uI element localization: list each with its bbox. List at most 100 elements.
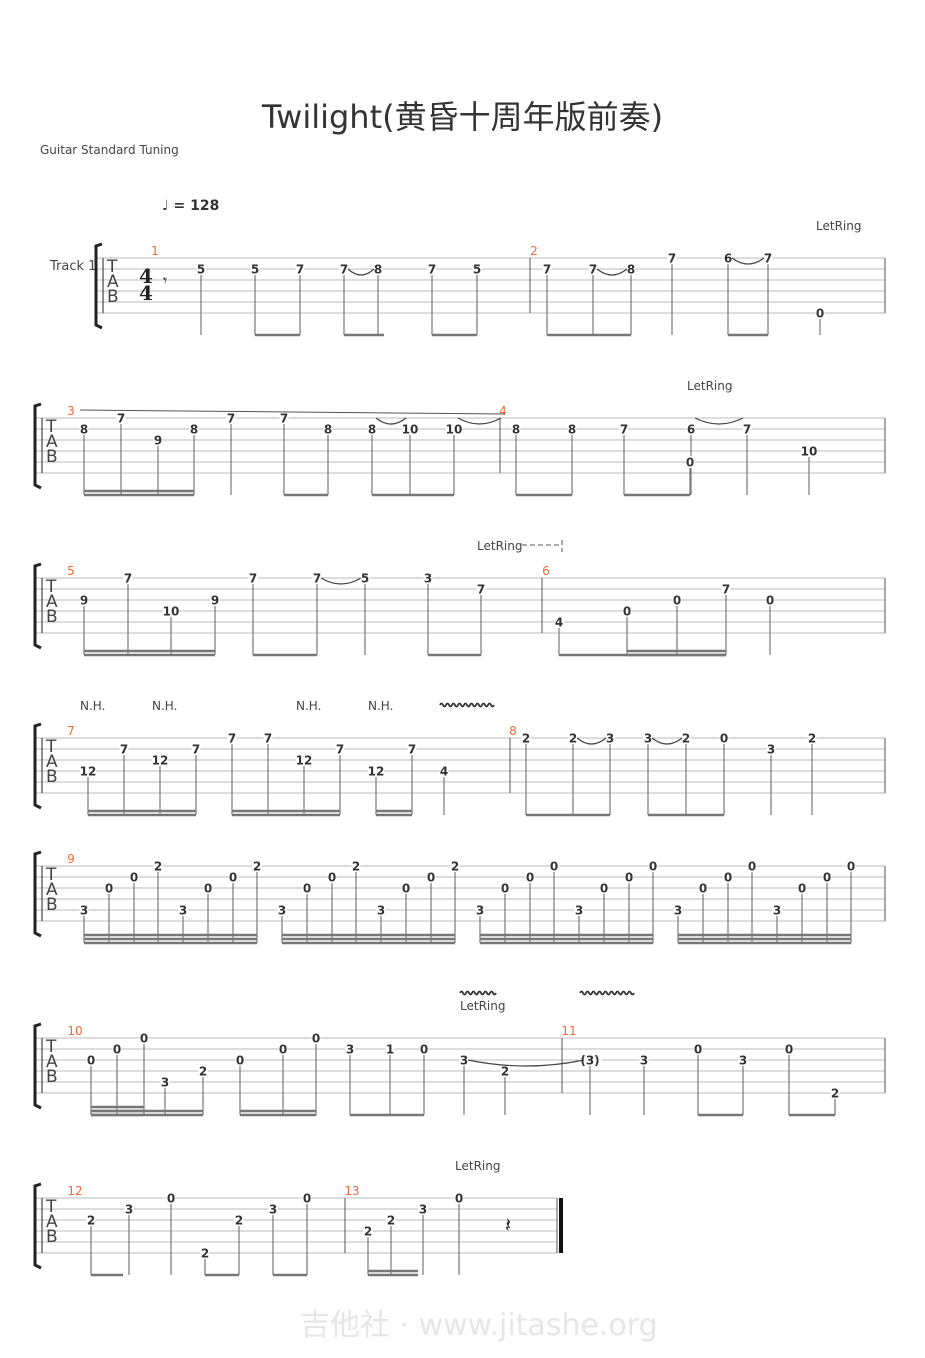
fret-number: 3 (419, 1203, 427, 1217)
fret-bg (323, 423, 333, 435)
fret-bg (605, 732, 615, 744)
fret-number: 0 (724, 871, 732, 885)
fret-number: 2 (352, 860, 360, 874)
fret-bg (367, 423, 377, 435)
time-signature: 4 (139, 281, 153, 305)
eighth-rest-icon: 𝄾 (163, 271, 167, 290)
fret-number: (3) (580, 1054, 599, 1068)
fret-bg (263, 732, 273, 744)
fret-bg (450, 860, 460, 872)
fret-bg (196, 263, 206, 275)
fret-number: 3 (739, 1054, 747, 1068)
fret-bg (139, 1032, 149, 1044)
measure-number: 8 (509, 724, 517, 738)
fret-number: 7 (764, 252, 772, 266)
fret-bg (80, 765, 96, 777)
watermark: 吉他社 · www.jitashe.org (300, 1308, 658, 1343)
let-ring-label: LetRing (816, 219, 861, 233)
fret-number: 12 (368, 765, 385, 779)
fret-number: 0 (303, 882, 311, 896)
let-ring-dashed-line (522, 540, 563, 552)
fret-bg (673, 904, 683, 916)
fret-bg (685, 456, 695, 468)
system-bracket (33, 402, 42, 490)
fret-number: 7 (477, 583, 485, 597)
measure-number: 12 (67, 1184, 82, 1198)
fret-number: 0 (113, 1043, 121, 1057)
fret-bg (302, 882, 312, 894)
fret-number: 0 (87, 1054, 95, 1068)
fret-bg (423, 572, 433, 584)
fret-bg (639, 1054, 649, 1066)
measure-number: 10 (67, 1024, 82, 1038)
fret-bg (807, 732, 817, 744)
fret-number: 8 (374, 263, 382, 277)
slur-arc (694, 417, 744, 425)
fret-bg (723, 252, 733, 264)
fret-bg (278, 1043, 288, 1055)
fret-bg (268, 1203, 278, 1215)
fret-number: 0 (303, 1192, 311, 1206)
tempo-marking: ♩ = 128 (162, 198, 219, 214)
tempo-value: = 128 (173, 198, 220, 214)
fret-bg (500, 882, 510, 894)
fret-number: 3 (644, 732, 652, 746)
fret-bg (104, 882, 114, 894)
fret-bg (119, 743, 129, 755)
tab-clef-letter: A (46, 1212, 58, 1232)
fret-bg (476, 583, 486, 595)
fret-bg (345, 1043, 355, 1055)
tab-clef-letter: B (46, 1067, 58, 1087)
fret-number: 7 (340, 263, 348, 277)
quarter-rest-icon: 𝄽 (505, 1213, 511, 1237)
fret-number: 0 (328, 871, 336, 885)
fret-number: 0 (785, 1043, 793, 1057)
fret-bg (797, 882, 807, 894)
measure-number: 1 (151, 244, 159, 258)
fret-bg (198, 1065, 208, 1077)
fret-bg (549, 860, 559, 872)
fret-bg (116, 412, 126, 424)
fret-number: 5 (251, 263, 259, 277)
fret-number: 3 (640, 1054, 648, 1068)
fret-bg (574, 904, 584, 916)
fret-bg (766, 743, 776, 755)
fret-bg (822, 871, 832, 883)
tab-clef-letter: B (46, 1227, 58, 1247)
fret-bg (500, 1065, 510, 1077)
fret-number: 8 (324, 423, 332, 437)
fret-number: 0 (236, 1054, 244, 1068)
fret-number: 4 (555, 616, 563, 630)
fret-number: 0 (600, 882, 608, 896)
fret-number: 0 (823, 871, 831, 885)
fret-number: 0 (420, 1043, 428, 1057)
fret-bg (681, 732, 691, 744)
measure-number: 7 (67, 724, 75, 738)
fret-bg (79, 904, 89, 916)
fret-bg (295, 263, 305, 275)
fret-number: 6 (724, 252, 732, 266)
measure-number: 5 (67, 564, 75, 578)
fret-bg (351, 860, 361, 872)
system-bracket (94, 242, 103, 330)
vibrato-mark (579, 990, 635, 996)
fret-bg (86, 1214, 96, 1226)
fret-bg (772, 904, 782, 916)
fret-number: 3 (278, 904, 286, 918)
fret-number: 10 (163, 605, 180, 619)
fret-number: 0 (402, 882, 410, 896)
fret-bg (277, 904, 287, 916)
fret-number: 9 (211, 594, 219, 608)
fret-bg (686, 423, 696, 435)
fret-bg (407, 743, 417, 755)
fret-bg (830, 1087, 840, 1099)
fret-number: 8 (627, 263, 635, 277)
tab-clef-letter: A (46, 752, 58, 772)
fret-number: 7 (408, 743, 416, 757)
fret-bg (311, 1032, 321, 1044)
fret-number: 0 (766, 594, 774, 608)
fret-number: 8 (80, 423, 88, 437)
staff-system: TAB 9 3 0 0 2 3 0 0 2 3 0 0 2 3 0 0 2 3 0 0 0 3 0 0 0 3 0 0 0 3 0 0 0 (33, 850, 886, 945)
fret-bg (742, 423, 752, 435)
